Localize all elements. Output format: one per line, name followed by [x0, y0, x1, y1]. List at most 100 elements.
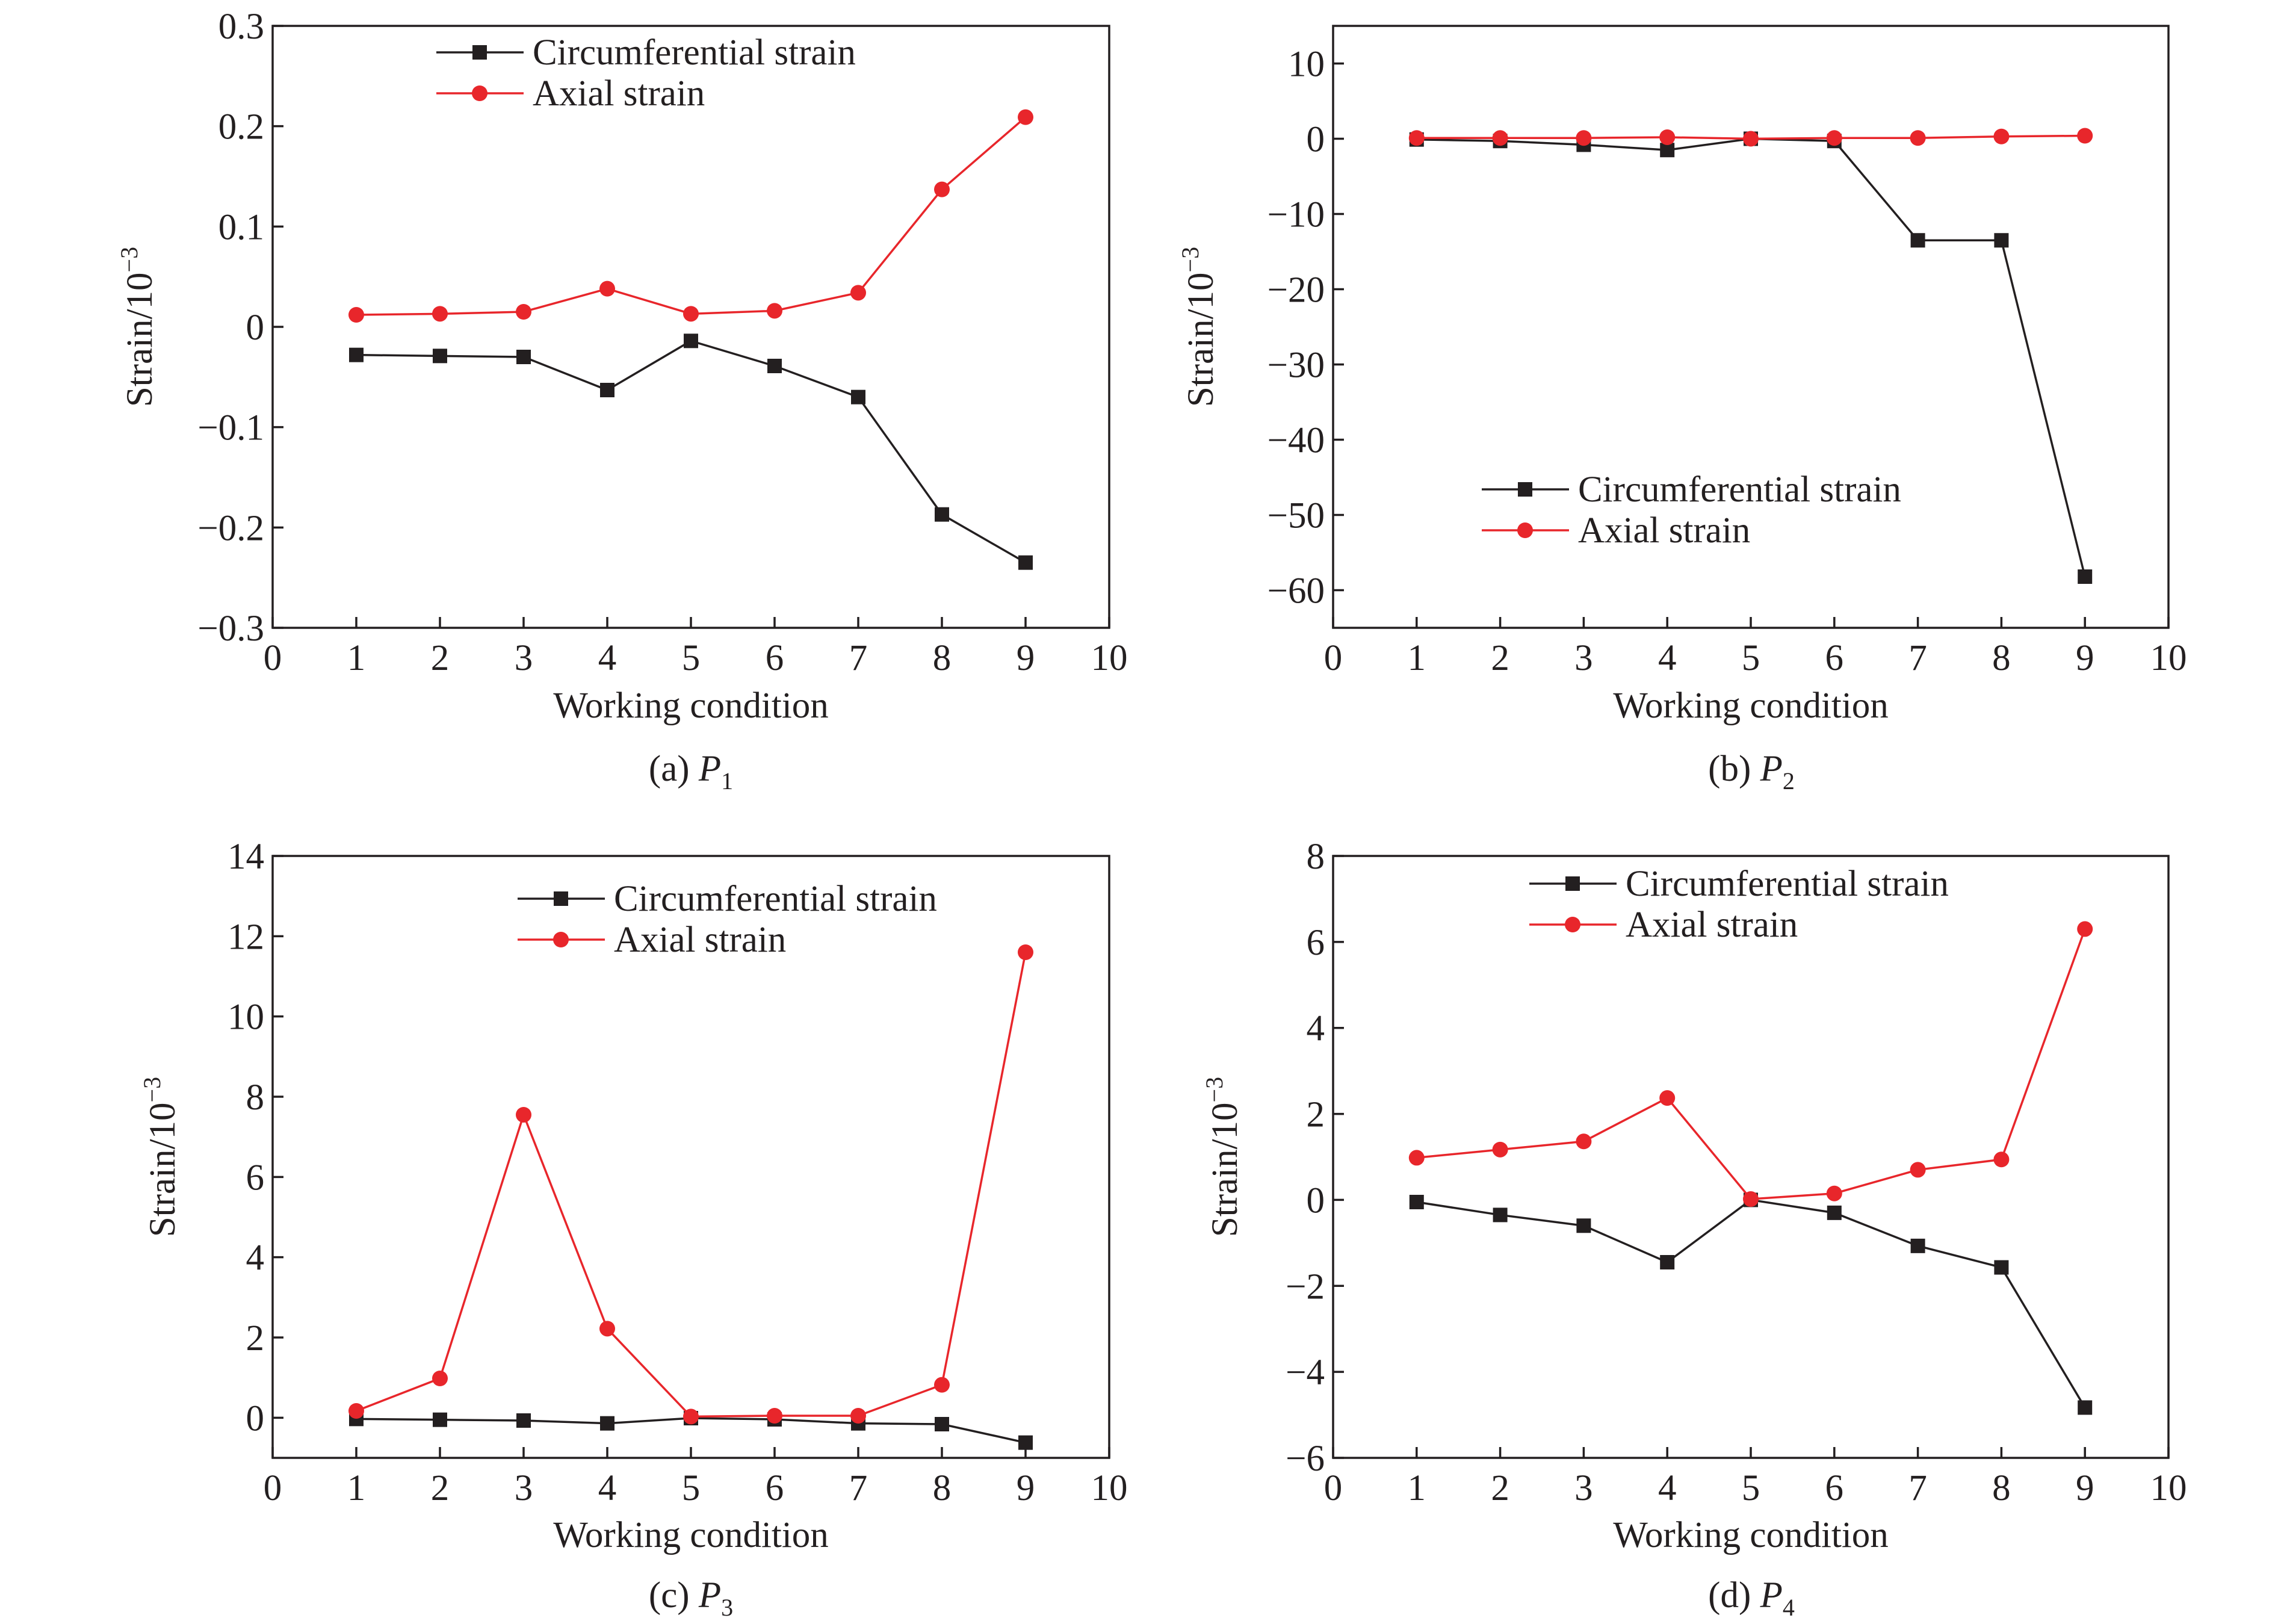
legend-marker	[472, 45, 487, 60]
caption-variable: P	[1760, 1575, 1783, 1616]
data-point-axial	[1408, 1150, 1425, 1166]
panel-caption: (a) P1	[649, 749, 733, 795]
chart-panel-b: 0 1 2 3 4 5 6 7 8 9 10 −60 −50 −40 −30 −20 −10 0 10 Working…	[1177, 25, 2187, 795]
x-tick-label: 4	[1658, 638, 1677, 678]
x-tick-label: 6	[1825, 638, 1844, 678]
x-axis-title: Working condition	[553, 686, 829, 726]
panel-caption: (b) P2	[1708, 749, 1795, 795]
x-tick-label: 6	[766, 1468, 784, 1508]
x-tick-label: 10	[2150, 1468, 2187, 1508]
data-point-circumferential	[1493, 1207, 1508, 1223]
y-tick-label: 6	[246, 1158, 265, 1198]
y-tick-label: 0.1	[218, 207, 264, 247]
y-tick-label: −0.2	[197, 508, 264, 548]
x-tick-label: 0	[264, 1468, 282, 1508]
x-tick-label: 9	[2076, 1468, 2094, 1508]
y-tick-label: 12	[228, 917, 264, 957]
y-axis-title-exponent: −3	[138, 1077, 166, 1103]
legend-label: Axial strain	[1578, 510, 1750, 551]
data-point-axial	[1018, 944, 1033, 960]
data-point-circumferential	[516, 1413, 531, 1428]
legend-label: Axial strain	[1626, 905, 1798, 945]
x-tick-label: 2	[1491, 1468, 1509, 1508]
y-tick-label: 14	[228, 837, 264, 877]
data-point-axial	[1576, 1133, 1592, 1150]
x-tick-label: 8	[933, 1468, 952, 1508]
x-tick-label: 7	[849, 638, 868, 678]
x-tick-label: 3	[515, 638, 533, 678]
data-point-circumferential	[935, 507, 949, 522]
data-point-circumferential	[1409, 1195, 1424, 1209]
x-tick-label: 9	[1017, 638, 1035, 678]
data-point-axial	[1743, 1191, 1759, 1207]
data-point-circumferential	[1827, 1205, 1842, 1220]
legend-marker	[1518, 482, 1532, 497]
x-tick-label: 5	[682, 1468, 701, 1508]
y-tick-label: 8	[1307, 837, 1325, 877]
x-tick-label: 6	[1825, 1468, 1844, 1508]
chart-panel-a: 0 1 2 3 4 5 6 7 8 9 10 −0.3 −0.2 −0.1 0 0.1 0.2 0.3 Workin…	[116, 7, 1128, 795]
y-tick-label: 4	[1307, 1009, 1325, 1049]
x-tick-label: 2	[431, 1468, 450, 1508]
x-tick-label: 2	[431, 638, 450, 678]
y-tick-label: −6	[1286, 1439, 1325, 1479]
legend-label: Circumferential strain	[614, 879, 937, 919]
caption-prefix: (b)	[1708, 749, 1760, 789]
y-tick-label: −40	[1268, 421, 1325, 461]
x-tick-label: 7	[1908, 1468, 1927, 1508]
y-tick-label: 0	[246, 1398, 265, 1439]
data-point-axial	[599, 1321, 615, 1337]
data-point-axial	[432, 306, 448, 322]
y-axis-title: Strain/10−3	[1201, 1077, 1245, 1237]
x-tick-label: 7	[849, 1468, 868, 1508]
caption-variable: P	[698, 1575, 721, 1616]
y-tick-label: −0.3	[197, 609, 264, 649]
x-tick-label: 4	[598, 1468, 617, 1508]
y-tick-label: −20	[1268, 270, 1325, 311]
data-point-axial	[850, 1408, 866, 1424]
x-tick-label: 1	[347, 638, 366, 678]
x-tick-label: 5	[1742, 638, 1760, 678]
y-tick-label: 8	[246, 1077, 265, 1118]
x-tick-label: 5	[682, 638, 701, 678]
data-point-axial	[1993, 1151, 2010, 1168]
x-tick-label: 8	[1992, 638, 2011, 678]
data-point-axial	[1659, 1090, 1676, 1106]
data-point-circumferential	[1660, 1255, 1675, 1269]
data-point-circumferential	[2078, 569, 2093, 584]
panel-caption: (c) P3	[649, 1575, 733, 1621]
y-axis-title-base: Strain/10	[143, 1102, 183, 1237]
x-tick-label: 4	[1658, 1468, 1677, 1508]
data-point-axial	[1993, 128, 2010, 144]
data-point-circumferential	[1910, 233, 1925, 248]
x-tick-label: 3	[1574, 1468, 1593, 1508]
data-point-axial	[934, 1377, 950, 1393]
x-tick-label: 5	[1742, 1468, 1760, 1508]
y-axis-title-exponent: −3	[1177, 247, 1204, 273]
data-point-axial	[1659, 129, 1676, 145]
data-point-axial	[1826, 1185, 1842, 1201]
data-point-circumferential	[349, 347, 364, 362]
chart-panel-d: 0 1 2 3 4 5 6 7 8 9 10 −6 −4 −2 0 2 4 6 8 Working condition…	[1201, 837, 2187, 1621]
data-point-axial	[1492, 1141, 1508, 1158]
x-tick-label: 9	[1017, 1468, 1035, 1508]
data-point-circumferential	[600, 383, 614, 397]
x-tick-label: 10	[2150, 638, 2187, 678]
data-point-circumferential	[1994, 233, 2009, 248]
data-point-axial	[1018, 109, 1033, 125]
x-axis-title: Working condition	[1613, 686, 1889, 726]
legend-marker	[1565, 876, 1580, 891]
data-point-circumferential	[1660, 143, 1675, 158]
data-point-circumferential	[684, 333, 698, 349]
x-tick-label: 10	[1091, 638, 1128, 678]
data-point-axial	[2077, 128, 2093, 144]
data-point-circumferential	[935, 1417, 949, 1431]
data-point-circumferential	[433, 1412, 447, 1427]
data-point-axial	[2077, 921, 2093, 937]
legend-label: Circumferential strain	[1626, 864, 1949, 904]
data-point-axial	[850, 285, 866, 301]
data-point-circumferential	[1910, 1238, 1925, 1253]
x-axis-title: Working condition	[553, 1515, 829, 1555]
